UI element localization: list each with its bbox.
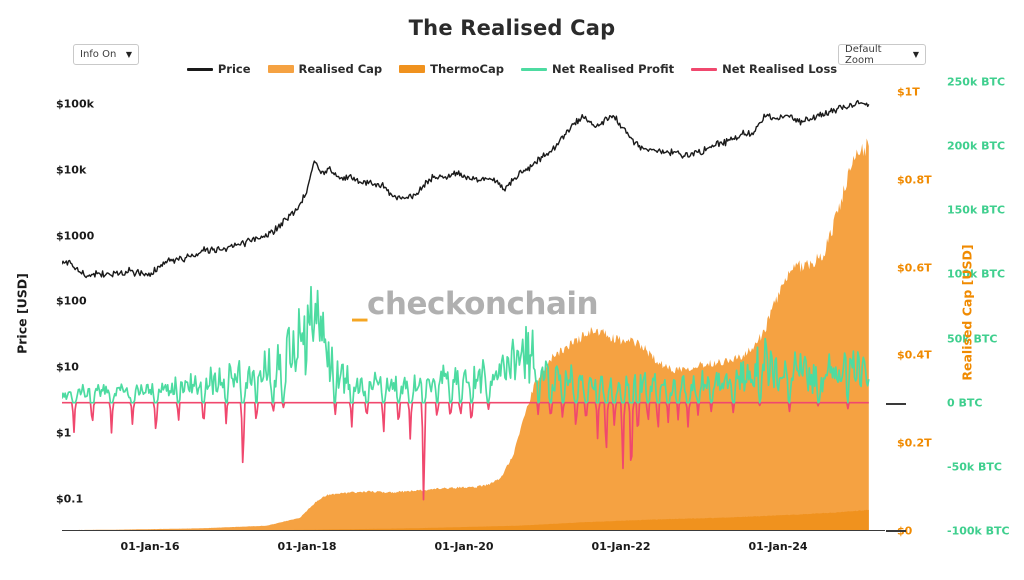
y-tick-net-realised-pl-3: 100k BTC [947,267,1006,281]
axis-title-realised-cap: Realised Cap [USD] [959,244,975,381]
y-tick-net-realised-pl-4: 50k BTC [947,332,998,346]
x-tick-3: 01-Jan-22 [591,540,651,553]
chart-legend: Price Realised Cap ThermoCap Net Realised P… [0,62,1024,76]
series-thermocap-area [62,509,869,531]
legend-label: Price [217,62,251,76]
page-title: The Realised Cap [408,16,616,40]
axis-tick-mark-1 [886,530,906,532]
y-tick-net-realised-pl-5: 0 BTC [947,396,983,410]
y-tick-net-realised-pl-6: -50k BTC [947,460,1002,474]
chevron-down-icon: ▼ [912,49,919,59]
series-net-realised-loss-line [62,401,869,501]
y-tick-realised-cap-0: $1T [897,85,920,99]
legend-item-net-realised-profit[interactable]: Net Realised Profit [520,62,675,76]
legend-swatch-icon [267,65,294,73]
info-toggle-dropdown[interactable]: Info On ▼ [73,44,139,65]
x-tick-4: 01-Jan-24 [748,540,808,553]
legend-item-realised-cap[interactable]: Realised Cap [267,62,383,76]
info-toggle-label: Info On [80,49,117,60]
legend-label: Net Realised Loss [722,62,838,76]
legend-item-thermocap[interactable]: ThermoCap [399,62,504,76]
chevron-down-icon: ▼ [125,49,132,59]
x-tick-0: 01-Jan-16 [120,540,180,553]
x-tick-1: 01-Jan-18 [277,540,337,553]
y-tick-net-realised-pl-1: 200k BTC [947,139,1006,153]
legend-swatch-icon [399,65,426,73]
y-tick-realised-cap-2: $0.6T [897,261,932,275]
legend-item-price[interactable]: Price [186,62,251,76]
legend-swatch-icon [691,67,718,71]
y-tick-realised-cap-4: $0.2T [897,436,932,450]
series-realised-cap-area [62,138,869,531]
chart-canvas [62,99,885,531]
series-price-line [62,99,870,279]
axis-tick-mark-0 [886,403,906,405]
y-tick-net-realised-pl-2: 150k BTC [947,203,1006,217]
y-tick-net-realised-pl-7: -100k BTC [947,524,1010,538]
legend-item-net-realised-loss[interactable]: Net Realised Loss [691,62,837,76]
legend-swatch-icon [520,67,547,71]
legend-label: ThermoCap [430,62,504,76]
legend-swatch-icon [186,67,213,71]
x-tick-2: 01-Jan-20 [434,540,494,553]
axis-title-price: Price [USD] [14,273,30,354]
legend-label: Realised Cap [298,62,383,76]
y-tick-realised-cap-3: $0.4T [897,348,932,362]
y-tick-realised-cap-1: $0.8T [897,173,932,187]
chart-plot-area[interactable] [62,82,885,531]
zoom-select-dropdown[interactable]: Default Zoom ▼ [838,43,926,66]
legend-label: Net Realised Profit [551,62,675,76]
zoom-select-label: Default Zoom [845,43,882,66]
y-tick-net-realised-pl-0: 250k BTC [947,75,1006,89]
series-net-realised-profit-line [62,285,870,404]
